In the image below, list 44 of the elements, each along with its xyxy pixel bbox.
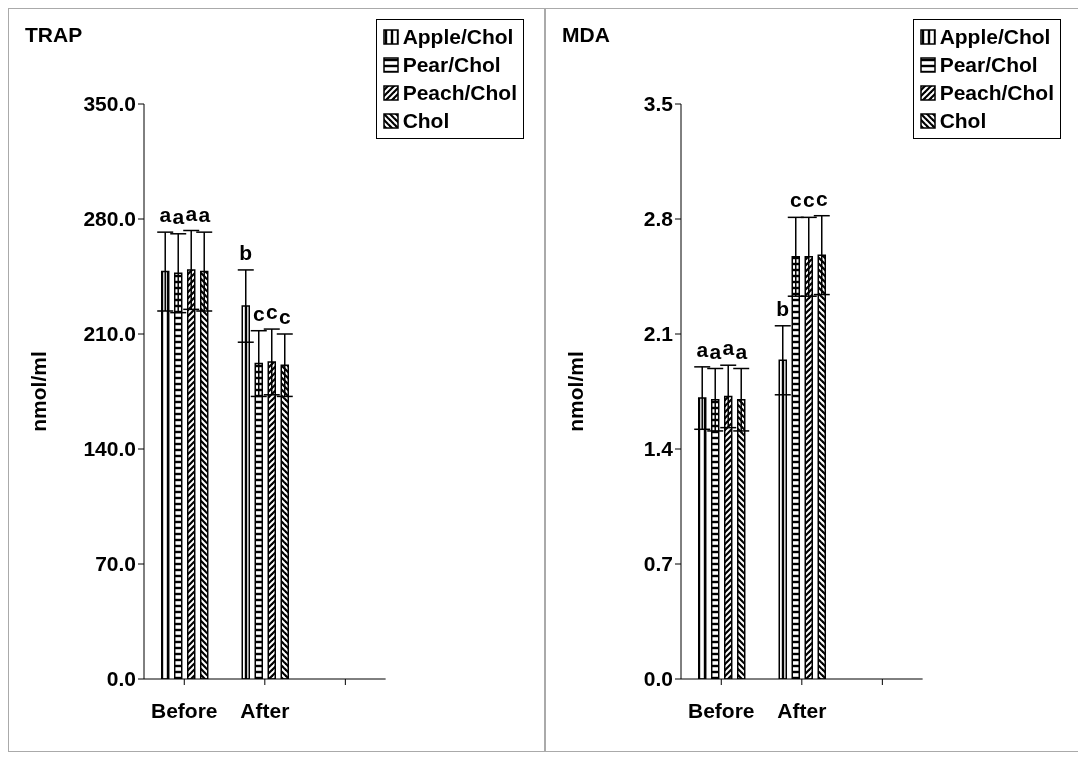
y-tick-label: 0.0 <box>106 667 136 691</box>
legend-label: Peach/Chol <box>939 80 1054 106</box>
chart-title: MDA <box>562 23 610 47</box>
legend-label: Apple/Chol <box>939 24 1051 50</box>
legend-label: Pear/Chol <box>939 52 1038 78</box>
x-tick-label: Before <box>688 698 755 722</box>
data-label: a <box>172 204 185 228</box>
data-label: c <box>815 186 828 210</box>
legend-label: Pear/Chol <box>402 52 501 78</box>
y-tick-label: 3.5 <box>643 92 674 116</box>
x-tick-label: After <box>777 698 827 722</box>
y-tick-label: 140.0 <box>83 437 136 461</box>
y-tick-label: 0.0 <box>643 667 673 691</box>
data-label: c <box>802 188 815 212</box>
data-label: b <box>776 296 790 320</box>
x-tick-label: After <box>240 698 290 722</box>
data-label: c <box>278 305 291 328</box>
y-tick-label: 2.1 <box>643 322 674 346</box>
legend-label: Peach/Chol <box>402 80 517 106</box>
y-tick-label: 70.0 <box>95 552 136 576</box>
y-tick-label: 2.8 <box>643 207 674 231</box>
data-label: c <box>252 301 265 325</box>
data-label: a <box>185 201 198 225</box>
y-tick-label: 0.7 <box>643 552 673 576</box>
data-label: a <box>709 339 722 363</box>
y-tick-label: 280.0 <box>83 207 136 231</box>
chart-title: TRAP <box>25 23 83 47</box>
data-label: a <box>696 337 709 361</box>
y-tick-label: 1.4 <box>643 437 674 461</box>
data-label: b <box>239 240 253 264</box>
x-tick-label: Before <box>151 698 218 722</box>
y-axis-title: nmol/ml <box>564 351 588 432</box>
data-label: c <box>789 188 802 212</box>
y-tick-label: 350.0 <box>83 92 136 116</box>
y-axis-title: nmol/ml <box>27 351 51 432</box>
legend-label: Chol <box>939 108 987 134</box>
data-label: a <box>722 336 735 360</box>
data-label: a <box>735 339 748 363</box>
data-label: a <box>159 203 172 227</box>
data-label: c <box>265 300 278 324</box>
data-label: a <box>198 203 211 227</box>
y-tick-label: 210.0 <box>83 322 136 346</box>
legend-label: Chol <box>402 108 450 134</box>
legend-label: Apple/Chol <box>402 24 514 50</box>
